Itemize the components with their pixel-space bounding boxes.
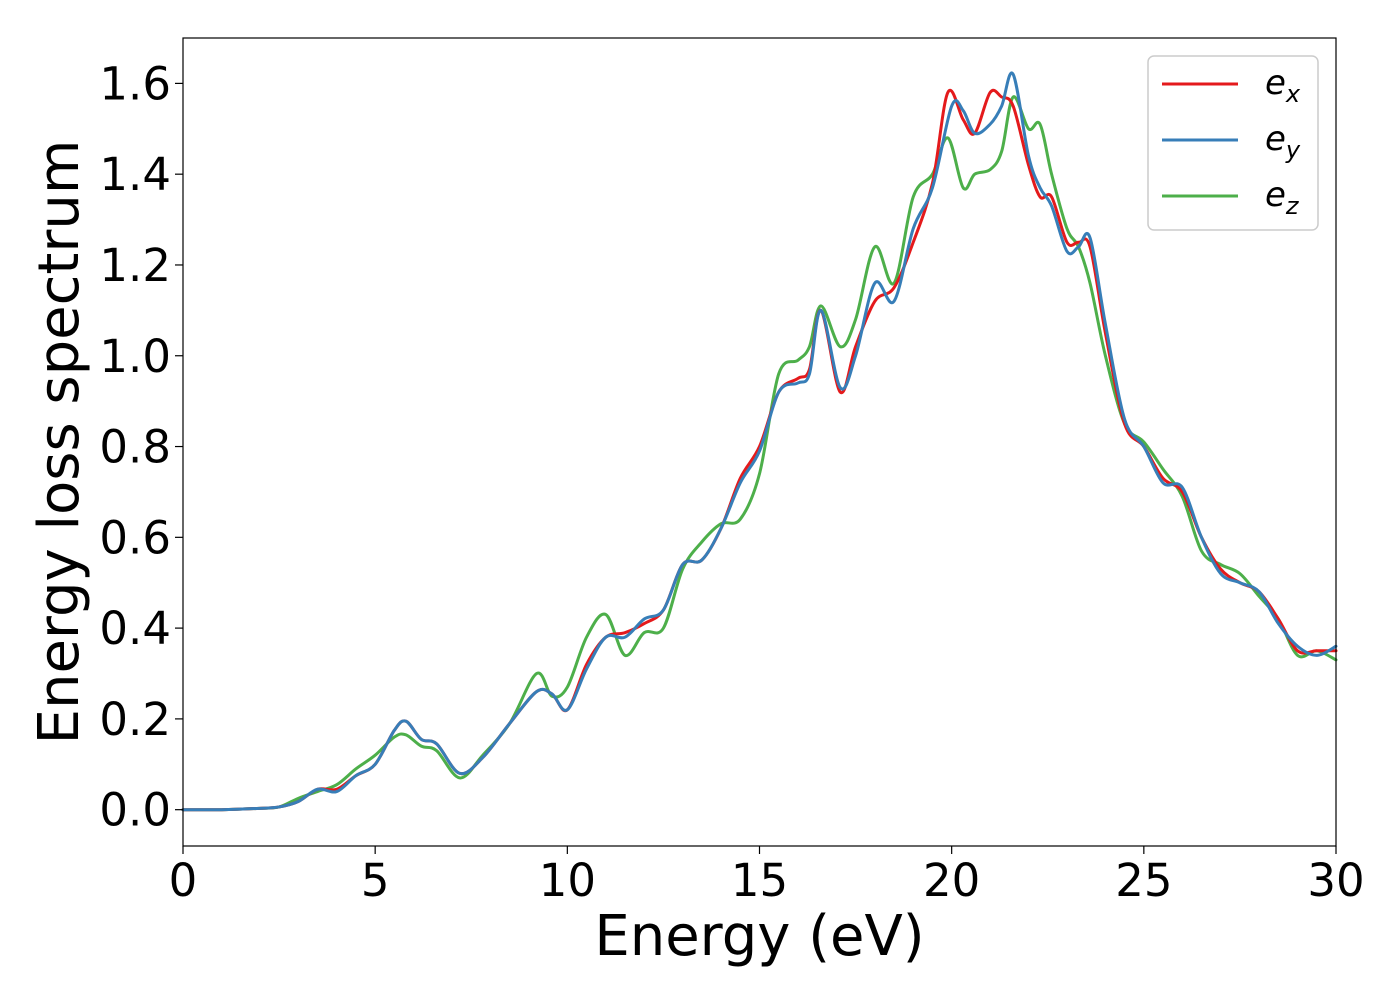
x-tick-label: 20 <box>923 854 980 907</box>
series-line-y <box>181 71 1338 812</box>
y-tick-label: 0.8 <box>99 421 171 474</box>
y-tick-label: 0.0 <box>99 784 171 837</box>
y-tick-label: 0.2 <box>99 693 171 746</box>
x-axis-label: Energy (eV) <box>594 904 924 969</box>
y-tick-label: 0.4 <box>99 602 171 655</box>
legend-label-z: ez <box>1265 175 1300 220</box>
x-tick-label: 25 <box>1115 854 1172 907</box>
legend: ex ey ez <box>1147 55 1319 231</box>
y-tick-label: 1.6 <box>99 57 171 110</box>
y-tick-label: 0.6 <box>99 511 171 564</box>
x-tick-label: 10 <box>539 854 596 907</box>
x-axis-ticks: 0 5 10 15 20 25 30 <box>169 846 1365 907</box>
x-tick-label: 15 <box>731 854 788 907</box>
x-tick-label: 0 <box>169 854 198 907</box>
legend-label-y: ey <box>1265 119 1301 164</box>
legend-label-x: ex <box>1265 63 1301 108</box>
x-tick-label: 5 <box>361 854 390 907</box>
legend-box <box>1147 55 1319 231</box>
y-tick-label: 1.0 <box>99 330 171 383</box>
series-layer <box>181 71 1338 812</box>
y-tick-label: 1.2 <box>99 239 171 292</box>
y-axis-ticks: 0.0 0.2 0.4 0.6 0.8 1.0 1.2 1.4 1.6 <box>99 57 183 837</box>
y-axis-label: Energy loss spectrum <box>27 140 92 745</box>
x-tick-label: 30 <box>1307 854 1364 907</box>
y-tick-label: 1.4 <box>99 148 171 201</box>
